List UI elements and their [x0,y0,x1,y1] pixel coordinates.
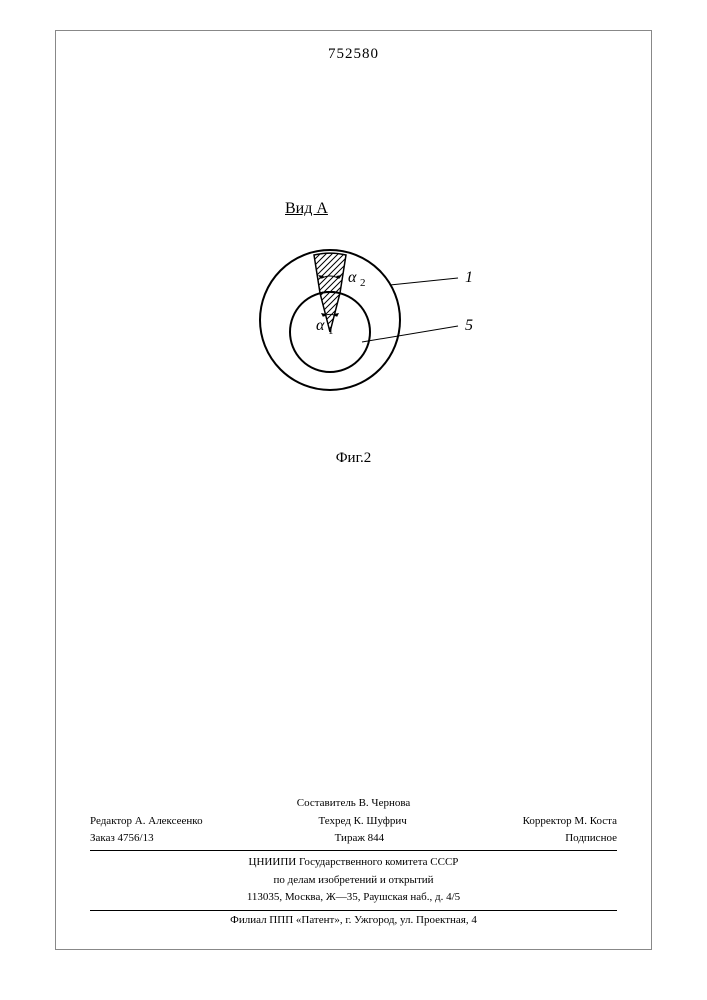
footer-divider-2 [90,910,617,911]
address2: Филиал ППП «Патент», г. Ужгород, ул. Про… [90,913,617,928]
callout-5-label: 5 [465,317,473,334]
footer: Составитель В. Чернова Редактор А. Алекс… [90,796,617,930]
alpha2-label: α [348,269,357,286]
callout-1-label: 1 [465,269,473,286]
figure-label: Фиг.2 [336,450,372,467]
order: Заказ 4756/13 [90,831,154,846]
callout-line-1 [390,278,458,285]
alpha1-sub: 1 [328,325,334,337]
patent-number: 752580 [328,46,379,63]
corrector: Корректор М. Коста [523,814,617,829]
alpha1-label: α [316,317,325,334]
view-label: Вид А [285,200,328,218]
tirage: Тираж 844 [335,831,385,846]
figure-diagram: α 2 α 1 1 5 [200,230,500,430]
subscription: Подписное [565,831,617,846]
techred: Техред К. Шуфрич [318,814,406,829]
org-line2: по делам изобретений и открытий [90,873,617,888]
alpha2-sub: 2 [360,277,366,289]
outer-wedge [314,253,346,293]
footer-divider [90,850,617,851]
compiler: Составитель В. Чернова [297,796,411,811]
org-line1: ЦНИИПИ Государственного комитета СССР [90,855,617,870]
callout-line-5 [362,326,458,342]
address1: 113035, Москва, Ж—35, Раушская наб., д. … [90,890,617,905]
editor: Редактор А. Алексеенко [90,814,203,829]
